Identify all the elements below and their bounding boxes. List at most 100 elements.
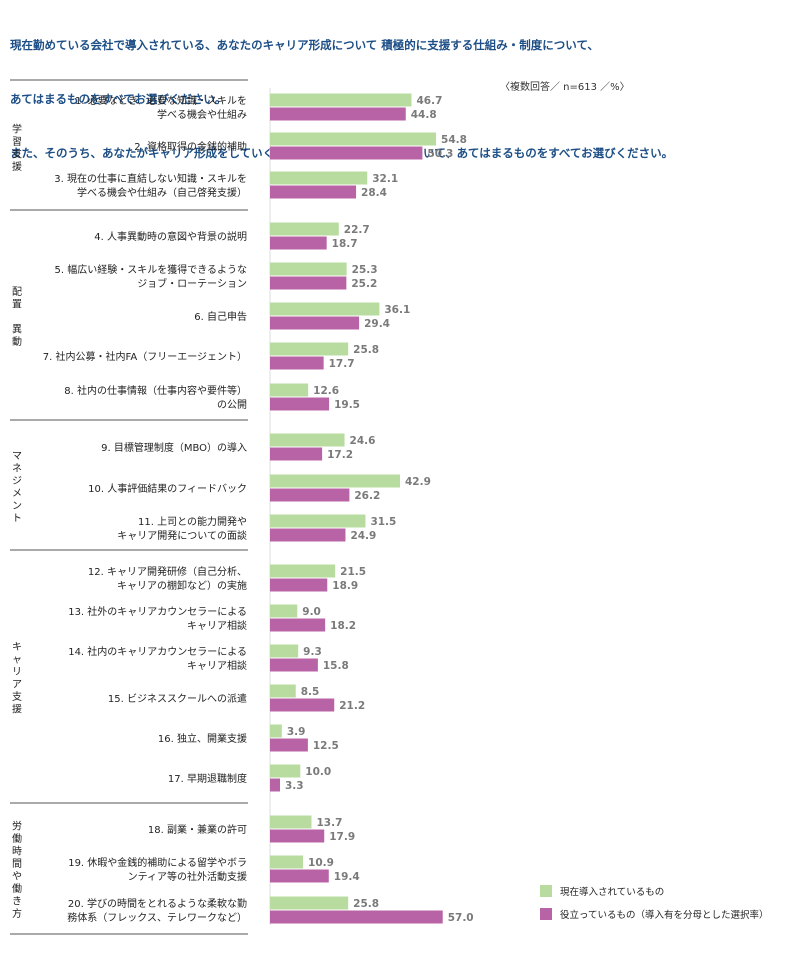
- value-label-useful: 17.2: [327, 449, 353, 461]
- bar-current: [270, 93, 412, 107]
- category-label: 1. 必要なとき、必要な知識・スキルを学べる機会や仕組み: [75, 94, 247, 121]
- bar-current: [270, 342, 349, 356]
- group-label: 配置 異動: [12, 286, 22, 348]
- group-label: マネジメント: [12, 451, 22, 525]
- bar-useful: [270, 778, 280, 792]
- category-label: 5. 幅広い経験・スキルを獲得できるようなジョブ・ローテーション: [54, 263, 247, 290]
- legend-current: 現在導入されているもの: [540, 884, 664, 898]
- bar-current: [270, 564, 336, 578]
- value-label-useful: 26.2: [354, 490, 380, 502]
- bar-current: [270, 132, 437, 146]
- bar-current: [270, 262, 347, 276]
- value-label-current: 24.6: [350, 435, 376, 447]
- bar-useful: [270, 447, 323, 461]
- value-label-current: 25.3: [352, 264, 378, 276]
- value-label-useful: 21.2: [339, 700, 365, 712]
- bar-useful: [270, 698, 335, 712]
- value-label-current: 46.7: [417, 95, 443, 107]
- legend-swatch-useful: [540, 908, 552, 920]
- bar-useful: [270, 107, 406, 121]
- title-line-2: あてはまるものをすべてお選びください。: [10, 92, 227, 106]
- category-label: 9. 目標管理制度（MBO）の導入: [101, 441, 247, 454]
- value-label-useful: 18.2: [330, 620, 356, 632]
- value-label-useful: 17.7: [329, 358, 355, 370]
- category-label: 13. 社外のキャリアカウンセラーによるキャリア相談: [68, 605, 247, 632]
- category-label: 2. 資格取得の金銭的補助: [134, 140, 247, 153]
- category-label: 16. 独立、開業支援: [158, 732, 247, 745]
- bar-useful: [270, 578, 328, 592]
- value-label-current: 25.8: [353, 898, 379, 910]
- bar-useful: [270, 488, 350, 502]
- value-label-useful: 50.3: [427, 148, 453, 160]
- value-label-current: 22.7: [344, 224, 370, 236]
- group-label: 労働時間や働き方: [12, 819, 22, 920]
- value-label-useful: 18.9: [332, 580, 358, 592]
- bar-useful: [270, 910, 443, 924]
- category-label: 11. 上司との能力開発やキャリア開発についての面談: [117, 515, 247, 542]
- value-label-useful: 24.9: [350, 530, 376, 542]
- bar-current: [270, 514, 366, 528]
- category-label: 6. 自己申告: [194, 310, 247, 323]
- value-label-useful: 18.7: [332, 238, 358, 250]
- category-label: 4. 人事異動時の意図や背景の説明: [94, 230, 247, 243]
- value-label-useful: 25.2: [351, 278, 377, 290]
- value-label-useful: 17.9: [329, 831, 355, 843]
- group-label: 学習支援: [12, 122, 22, 173]
- value-label-useful: 3.3: [285, 780, 304, 792]
- legend-label-useful: 役立っているもの（導入有を分母とした選択率）: [560, 910, 769, 921]
- legend-useful: 役立っているもの（導入有を分母とした選択率）: [540, 907, 769, 921]
- value-label-current: 10.9: [308, 857, 334, 869]
- bar-useful: [270, 236, 327, 250]
- value-label-useful: 15.8: [323, 660, 349, 672]
- bar-current: [270, 896, 349, 910]
- bar-current: [270, 644, 299, 658]
- value-label-useful: 28.4: [361, 187, 387, 199]
- value-label-current: 9.3: [303, 646, 322, 658]
- category-label: 8. 社内の仕事情報（仕事内容や要件等）の公開: [64, 384, 247, 411]
- bar-useful: [270, 316, 360, 330]
- value-label-current: 31.5: [370, 516, 396, 528]
- category-label: 7. 社内公募・社内FA（フリーエージェント）: [43, 350, 247, 363]
- value-label-useful: 57.0: [448, 912, 474, 924]
- legend-label-current: 現在導入されているもの: [560, 887, 665, 898]
- bar-useful: [270, 146, 423, 160]
- value-label-useful: 29.4: [364, 318, 390, 330]
- bar-current: [270, 724, 282, 738]
- bar-current: [270, 855, 304, 869]
- value-label-current: 21.5: [340, 566, 366, 578]
- bar-current: [270, 302, 380, 316]
- bar-current: [270, 684, 296, 698]
- bar-useful: [270, 738, 308, 752]
- category-label: 17. 早期退職制度: [168, 772, 247, 785]
- bar-useful: [270, 276, 347, 290]
- bar-current: [270, 433, 345, 447]
- value-label-useful: 12.5: [313, 740, 339, 752]
- category-label: 18. 副業・兼業の許可: [148, 823, 247, 836]
- value-label-useful: 44.8: [411, 109, 437, 121]
- value-label-useful: 19.4: [334, 871, 360, 883]
- group-label: キャリア支援: [12, 642, 22, 716]
- bar-current: [270, 604, 298, 618]
- bar-current: [270, 383, 309, 397]
- category-label: 20. 学びの時間をとれるような柔軟な勤務体系（フレックス、テレワークなど）: [67, 897, 247, 924]
- value-label-current: 10.0: [305, 766, 331, 778]
- sample-note: 〈複数回答／ n=613 ／%〉: [500, 82, 630, 93]
- value-label-current: 3.9: [287, 726, 306, 738]
- bar-useful: [270, 528, 346, 542]
- bar-useful: [270, 829, 325, 843]
- category-label: 3. 現在の仕事に直結しない知識・スキルを学べる機会や仕組み（自己啓発支援）: [54, 172, 247, 199]
- value-label-current: 32.1: [372, 173, 398, 185]
- category-label: 15. ビジネススクールへの派遣: [108, 692, 247, 705]
- bar-current: [270, 222, 339, 236]
- value-label-current: 36.1: [384, 304, 410, 316]
- title-line-1: 現在勤めている会社で導入されている、あなたのキャリア形成について 積極的に支援す…: [10, 38, 599, 52]
- value-label-current: 13.7: [317, 817, 343, 829]
- value-label-current: 54.8: [441, 134, 467, 146]
- category-label: 14. 社内のキャリアカウンセラーによるキャリア相談: [68, 645, 247, 672]
- bar-useful: [270, 618, 326, 632]
- bar-current: [270, 171, 368, 185]
- bar-current: [270, 474, 400, 488]
- bar-useful: [270, 397, 330, 411]
- value-label-current: 12.6: [313, 385, 339, 397]
- value-label-current: 8.5: [301, 686, 320, 698]
